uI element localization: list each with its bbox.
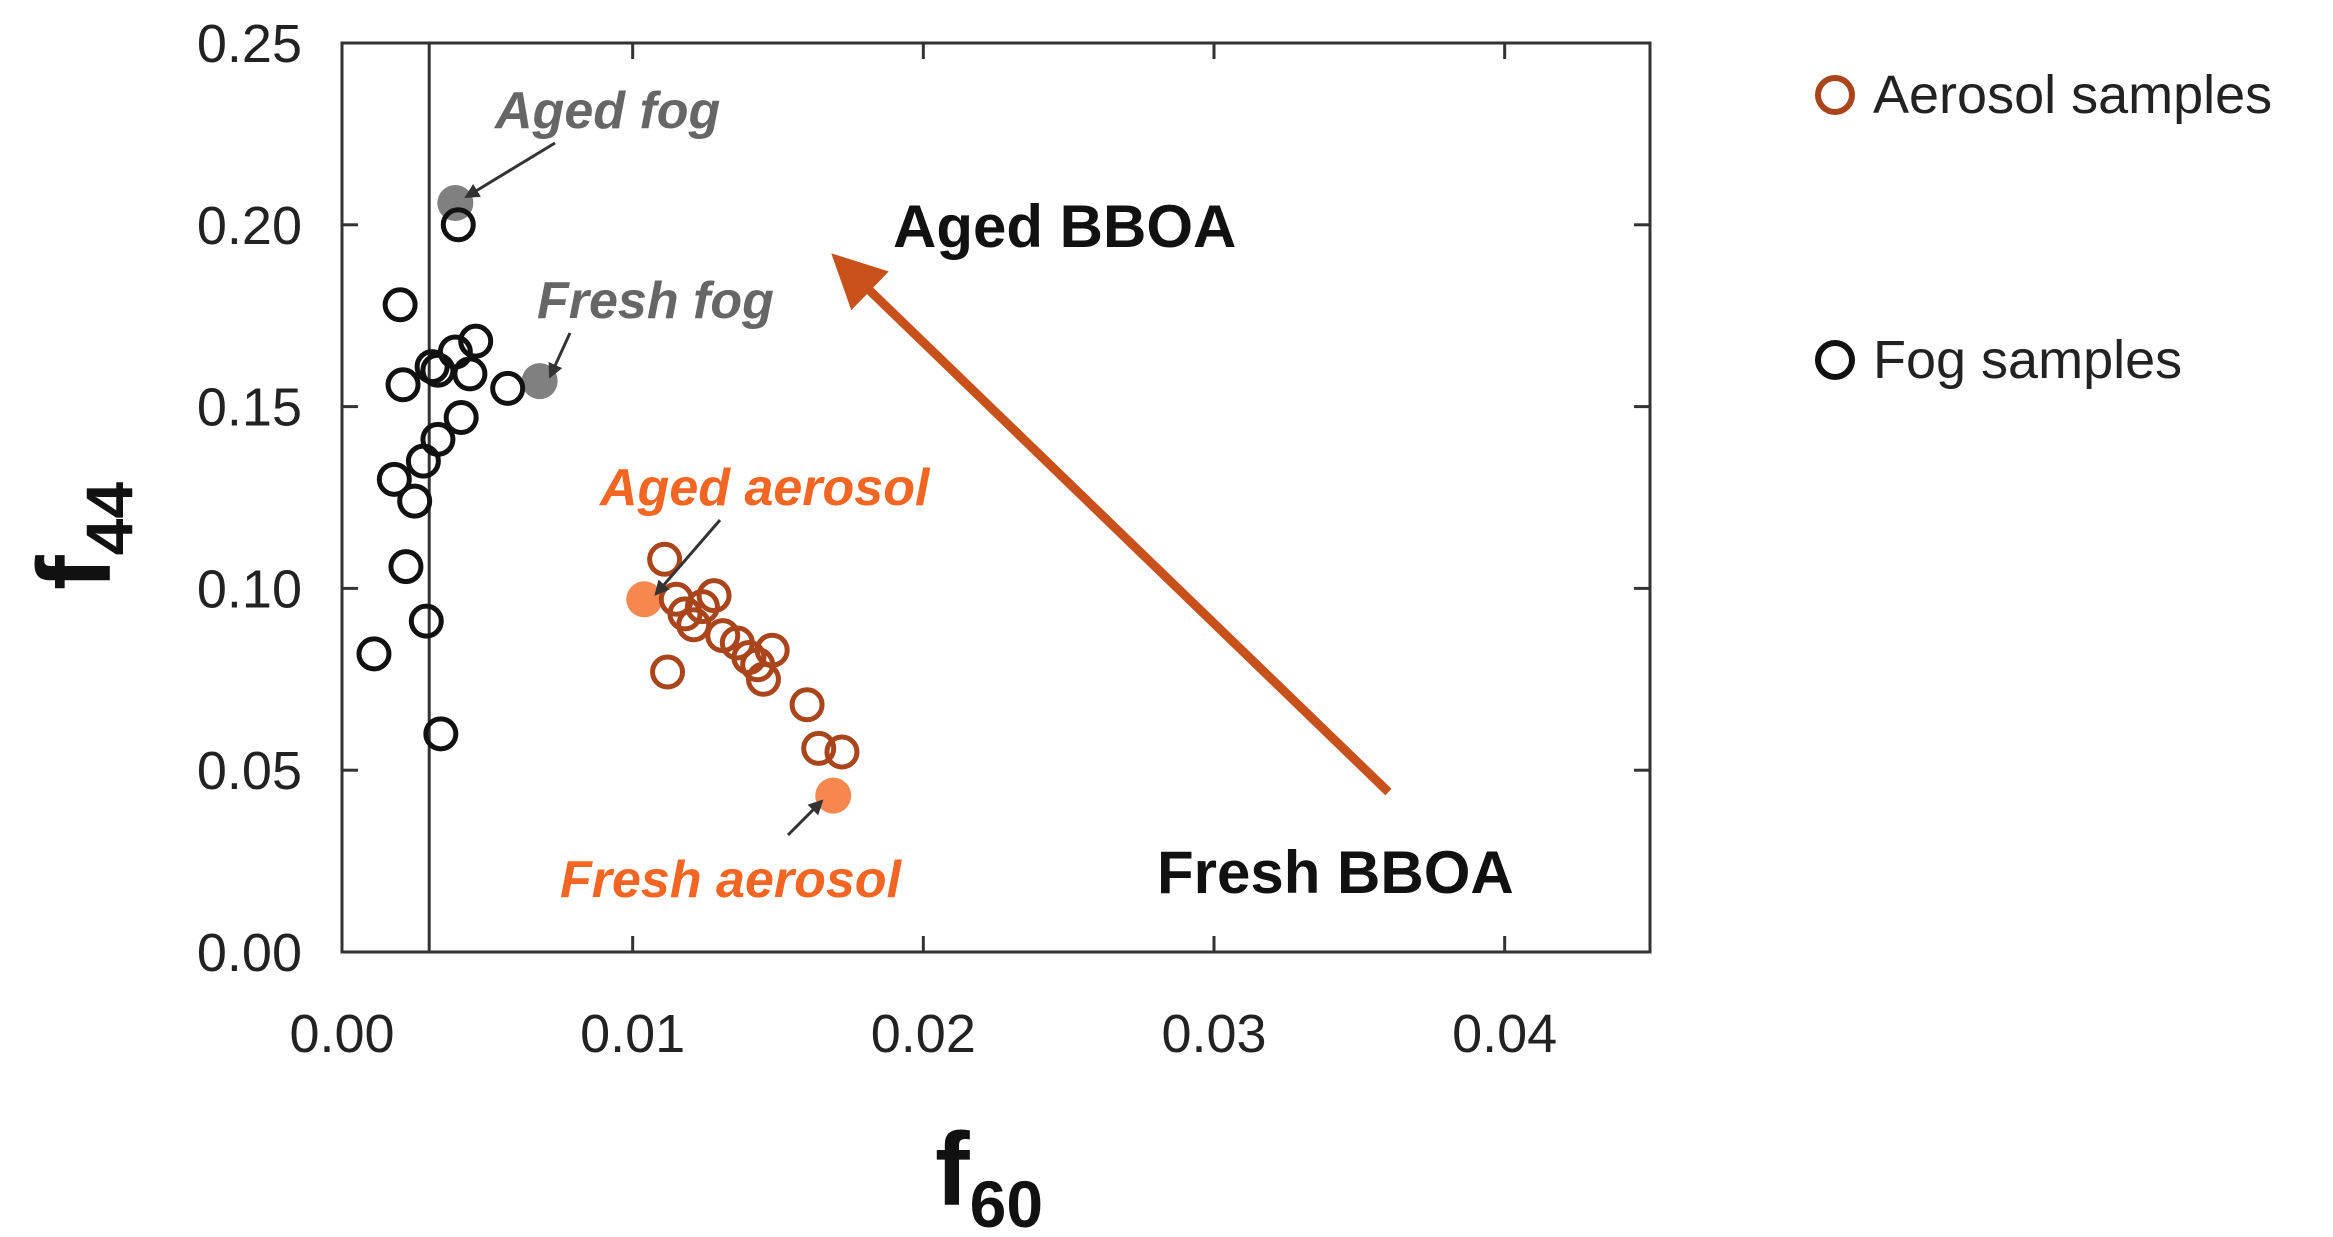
- annotations: Aged fog Fresh fog Aged aerosol Fresh aeros…: [464, 82, 1514, 909]
- aerosol-point: [676, 607, 712, 643]
- legend-label-aerosol: Aerosol samples: [1873, 65, 2272, 125]
- aerosol-point: [801, 730, 837, 766]
- aerosol-point: [647, 541, 683, 577]
- plot-area-border: [340, 41, 1652, 954]
- fog-point: [420, 421, 456, 457]
- pointer-fresh-aerosol: [786, 799, 824, 837]
- fog-point: [397, 483, 433, 519]
- x-tick-label: 0.01: [580, 1004, 685, 1064]
- aerosol-point: [789, 687, 825, 723]
- x-tick-label: 0.04: [1452, 1004, 1557, 1064]
- annotation-aged-aerosol: Aged aerosol: [598, 459, 931, 517]
- fog-point: [356, 636, 392, 672]
- y-axis-title: f44: [17, 482, 146, 590]
- y-tick-label: 0.10: [197, 559, 302, 619]
- legend-label-fog: Fog samples: [1873, 330, 2182, 390]
- y-tick-label: 0.00: [197, 923, 302, 983]
- fog-series: [356, 207, 526, 752]
- legend: Aerosol samples Fog samples: [1815, 65, 2272, 390]
- x-axis-ticks: 0.00 0.01 0.02 0.03 0.04: [289, 43, 1557, 1064]
- y-axis-title-sub: 44: [72, 482, 146, 556]
- x-axis-title-sub: 60: [970, 1167, 1043, 1237]
- plot-frame: [340, 41, 1652, 954]
- annotation-fresh-bboa: Fresh BBOA: [1157, 839, 1514, 906]
- fog-point: [458, 323, 494, 359]
- highlight-point-aged-aerosol: [626, 581, 663, 618]
- legend-marker-aerosol: [1815, 75, 1855, 115]
- annotation-aged-bboa: Aged BBOA: [893, 193, 1236, 260]
- y-axis-ticks: 0.00 0.05 0.10 0.15 0.20 0.25: [197, 14, 1650, 983]
- legend-marker-fog: [1815, 340, 1855, 380]
- highlight-point-fresh-aerosol: [815, 777, 852, 814]
- x-tick-label: 0.03: [1161, 1004, 1266, 1064]
- fog-point: [376, 461, 412, 497]
- aerosol-point: [650, 654, 686, 690]
- x-axis-title: f60: [935, 1112, 1043, 1237]
- annotation-aged-fog: Aged fog: [493, 82, 720, 140]
- fog-point: [443, 400, 479, 436]
- pointer-aged-fog: [464, 141, 556, 199]
- y-tick-label: 0.15: [197, 378, 302, 438]
- fog-point: [388, 549, 424, 585]
- bboa-aging-arrow: [831, 253, 1392, 796]
- fog-point: [423, 716, 459, 752]
- pointer-fresh-fog: [548, 332, 572, 379]
- fog-point: [490, 370, 526, 406]
- fog-point: [440, 207, 476, 243]
- annotation-fresh-fog: Fresh fog: [537, 272, 774, 330]
- aerosol-point: [754, 632, 790, 668]
- fog-point: [382, 287, 418, 323]
- y-tick-label: 0.25: [197, 14, 302, 74]
- trend-arrow: [831, 253, 1392, 796]
- y-axis-title-main: f: [17, 555, 133, 590]
- fog-point: [408, 603, 444, 639]
- fog-point: [405, 443, 441, 479]
- aerosol-point: [696, 578, 732, 614]
- fog-point: [385, 367, 421, 403]
- y-tick-label: 0.05: [197, 741, 302, 801]
- aerosol-series: [647, 541, 860, 770]
- pointer-aged-aerosol: [654, 519, 722, 596]
- annotation-fresh-aerosol: Fresh aerosol: [560, 851, 903, 909]
- y-tick-label: 0.20: [197, 196, 302, 256]
- x-tick-label: 0.02: [871, 1004, 976, 1064]
- aerosol-point: [684, 589, 720, 625]
- x-tick-label: 0.00: [289, 1004, 394, 1064]
- x-axis-title-main: f: [935, 1112, 970, 1228]
- aerosol-point: [824, 734, 860, 770]
- fog-point: [452, 356, 488, 392]
